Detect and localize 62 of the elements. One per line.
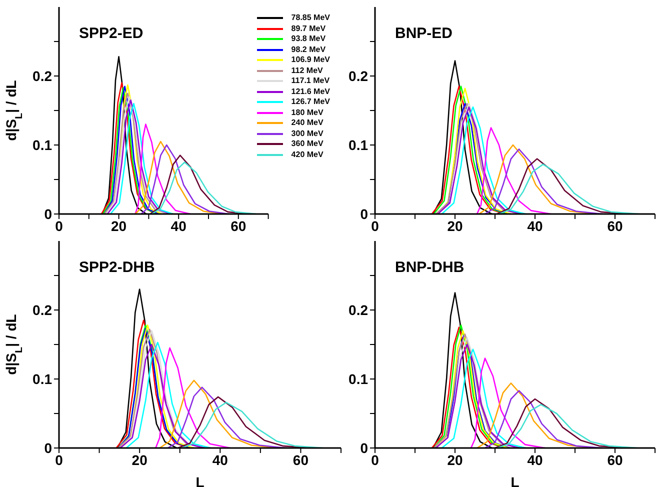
legend-label: 121.6 MeV: [291, 86, 330, 97]
line-series: [155, 347, 231, 448]
line-series: [134, 124, 192, 214]
x-tick-label: 20: [132, 452, 148, 468]
legend-label: 78.85 MeV: [291, 13, 330, 24]
legend-label: 126.7 MeV: [291, 97, 330, 108]
y-tick-label: 0.2: [348, 68, 368, 84]
legend-label: 106.9 MeV: [291, 55, 330, 66]
legend-label: 112 MeV: [291, 66, 323, 76]
legend-label: 360 MeV: [291, 139, 324, 150]
line-series: [476, 127, 552, 214]
legend-label: 240 MeV: [291, 118, 324, 128]
y-tick-label: 0.2: [32, 302, 52, 318]
y-tick-label: 0.1: [348, 136, 368, 153]
x-axis-title: L: [510, 474, 520, 487]
legend-label: 98.2 MeV: [291, 44, 326, 55]
x-tick-label: 0: [371, 218, 380, 234]
y-tick-label: 0: [360, 440, 368, 456]
x-tick-label: 60: [607, 218, 623, 234]
y-tick-label: 0: [360, 206, 368, 222]
x-tick-label: 60: [230, 218, 246, 234]
legend-label: 89.7 MeV: [291, 24, 326, 34]
line-series: [441, 348, 526, 448]
text: SPP2-DHB: [79, 259, 155, 276]
text: SPP2-ED: [79, 25, 144, 42]
text: BNP-ED: [395, 25, 453, 42]
y-tick-label: 0.1: [32, 370, 52, 387]
line-series: [140, 144, 230, 214]
x-tick-label: 40: [527, 218, 543, 234]
x-tick-label: 40: [527, 452, 543, 468]
x-tick-label: 20: [111, 218, 127, 234]
x-tick-label: 0: [55, 218, 64, 234]
y-tick-label: 0.2: [348, 302, 368, 318]
y-tick-label: 0.2: [32, 68, 52, 84]
line-series: [470, 358, 546, 448]
x-tick-label: 40: [212, 452, 228, 468]
legend-label: 420 MeV: [291, 150, 324, 160]
x-tick-label: 40: [170, 218, 187, 234]
y-tick-label: 0.1: [32, 136, 52, 153]
y-tick-label: 0: [44, 440, 52, 456]
x-tick-label: 20: [447, 218, 463, 234]
x-tick-label: 60: [292, 452, 309, 468]
line-series: [484, 390, 604, 448]
x-tick-label: 20: [447, 452, 463, 468]
x-axis-title: L: [196, 474, 205, 487]
y-tick-label: 0: [44, 206, 52, 222]
legend-label: 93.8 MeV: [291, 34, 326, 44]
x-tick-label: 0: [55, 452, 64, 468]
legend-label: 180 MeV: [291, 108, 324, 118]
line-series: [126, 342, 212, 448]
text: BNP-DHB: [395, 259, 464, 276]
y-tick-label: 0.1: [348, 370, 368, 387]
legend-label: 117.1 MeV: [291, 76, 330, 86]
line-series: [446, 334, 510, 448]
line-series: [167, 386, 287, 448]
x-tick-label: 0: [371, 452, 380, 468]
line-series: [496, 404, 638, 448]
line-series: [498, 164, 640, 214]
line-series: [181, 402, 324, 448]
legend-label: 300 MeV: [291, 128, 324, 139]
line-series: [151, 162, 257, 214]
x-tick-label: 60: [607, 452, 623, 468]
